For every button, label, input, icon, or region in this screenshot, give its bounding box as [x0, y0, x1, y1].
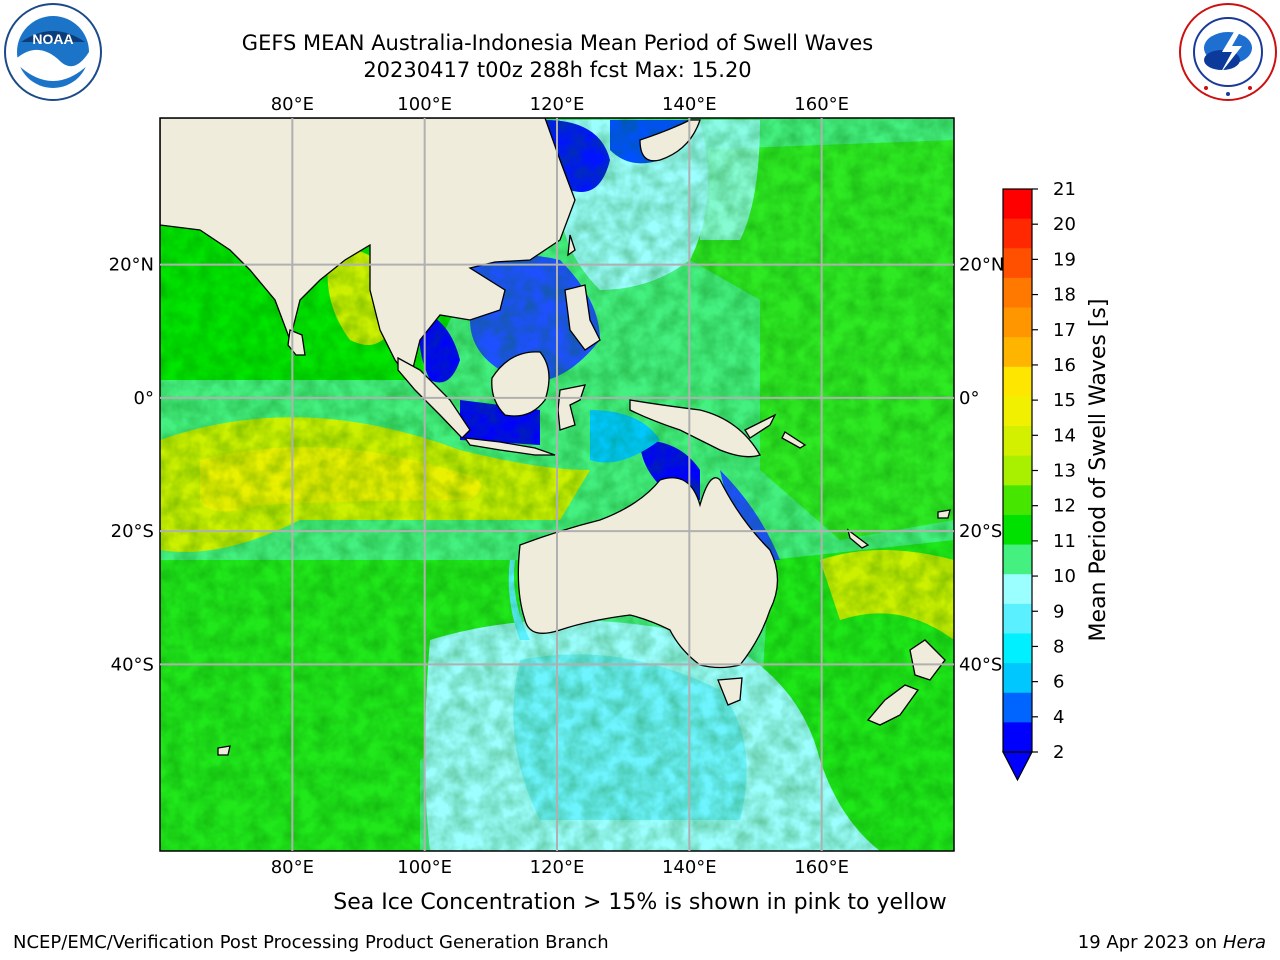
lon-label-top: 160°E: [794, 94, 849, 115]
lon-label-bottom: 120°E: [530, 857, 585, 878]
footer-host: Hera: [1222, 932, 1266, 953]
colorbar-tick-label: 8: [1053, 636, 1064, 657]
colorbar-segment: [1003, 426, 1032, 457]
colorbar-segment: [1003, 603, 1032, 634]
colorbar-segment: [1003, 307, 1032, 338]
colorbar-segment: [1003, 574, 1032, 605]
lat-label-left: 40°S: [111, 654, 154, 675]
lon-label-top: 120°E: [530, 94, 585, 115]
colorbar-segment: [1003, 248, 1032, 279]
colorbar-tick-label: 18: [1053, 285, 1076, 306]
colorbar-tick-label: 9: [1053, 601, 1064, 622]
lon-label-bottom: 140°E: [662, 857, 717, 878]
colorbar-segment: [1003, 663, 1032, 694]
colorbar-segment: [1003, 396, 1032, 427]
lon-label-bottom: 80°E: [271, 857, 314, 878]
nws-logo: [1179, 3, 1277, 101]
sea-ice-note: Sea Ice Concentration > 15% is shown in …: [333, 890, 947, 915]
colorbar-segment: [1003, 455, 1032, 486]
colorbar-segment: [1003, 218, 1032, 249]
land-masses: [160, 118, 951, 756]
colorbar-tick-label: 11: [1053, 531, 1076, 552]
colorbar-tick-label: 19: [1053, 249, 1076, 270]
lat-label-right: 0°: [959, 388, 979, 409]
lat-label-right: 40°S: [959, 654, 1002, 675]
lat-label-right: 20°S: [959, 521, 1002, 542]
lon-label-bottom: 100°E: [397, 857, 452, 878]
footer-credit: NCEP/EMC/Verification Post Processing Pr…: [13, 932, 609, 953]
lat-label-left: 0°: [134, 388, 154, 409]
colorbar-tick-label: 10: [1053, 566, 1076, 587]
colorbar-tick-label: 20: [1053, 214, 1076, 235]
chart-title: GEFS MEAN Australia-Indonesia Mean Perio…: [241, 31, 874, 55]
colorbar-label: Mean Period of Swell Waves [s]: [1086, 299, 1111, 642]
colorbar-segment: [1003, 337, 1032, 368]
colorbar-tick-label: 15: [1053, 390, 1076, 411]
chart-subtitle-run-info: 20230417 t00z 288h fcst Max: 15.20: [363, 58, 752, 82]
lon-label-bottom: 160°E: [794, 857, 849, 878]
colorbar-tick-label: 16: [1053, 355, 1076, 376]
lat-label-left: 20°S: [111, 521, 154, 542]
colorbar-segment: [1003, 277, 1032, 309]
colorbar-segment: [1003, 633, 1032, 664]
lon-label-top: 100°E: [397, 94, 452, 115]
colorbar-segment: [1003, 514, 1032, 546]
axis-labels: 80°E 80°E 100°E 100°E 120°E 120°E 140°E 140°E 16…: [109, 94, 1005, 878]
footer-date-text: 19 Apr 2023 on: [1077, 932, 1223, 953]
lon-label-top: 80°E: [271, 94, 314, 115]
footer-date: 19 Apr 2023 on Hera: [1078, 932, 1266, 953]
colorbar-tick-label: 14: [1053, 425, 1076, 446]
colorbar-segment: [1003, 722, 1032, 753]
colorbar-segment: [1003, 544, 1032, 575]
colorbar-extend-arrow: [1002, 751, 1033, 782]
colorbar-tick-label: 13: [1053, 461, 1076, 482]
noaa-logo-text: NOAA: [32, 31, 73, 47]
colorbar-segment: [1003, 485, 1032, 516]
colorbar-segment: [1003, 189, 1032, 220]
colorbar-tick-label: 17: [1053, 320, 1076, 341]
gridlines: [160, 118, 954, 851]
colorbar-segment: [1003, 692, 1032, 723]
colorbar-tick-label: 12: [1053, 496, 1076, 517]
colorbar-tick-label: 2: [1053, 742, 1064, 763]
colorbar-tick-label: 21: [1053, 179, 1076, 200]
colorbar-tick-label: 4: [1053, 707, 1064, 728]
colorbar-segment: [1003, 366, 1032, 397]
colorbar-tick-label: 6: [1053, 672, 1064, 693]
lon-label-top: 140°E: [662, 94, 717, 115]
lat-label-left: 20°N: [109, 255, 154, 276]
noaa-logo: NOAA: [4, 3, 102, 101]
colorbar: 21 20 19 18 17 16 15 14 13 12 11 10 9 8 6 4 2: [1002, 179, 1076, 782]
lat-label-right: 20°N: [959, 255, 1004, 276]
